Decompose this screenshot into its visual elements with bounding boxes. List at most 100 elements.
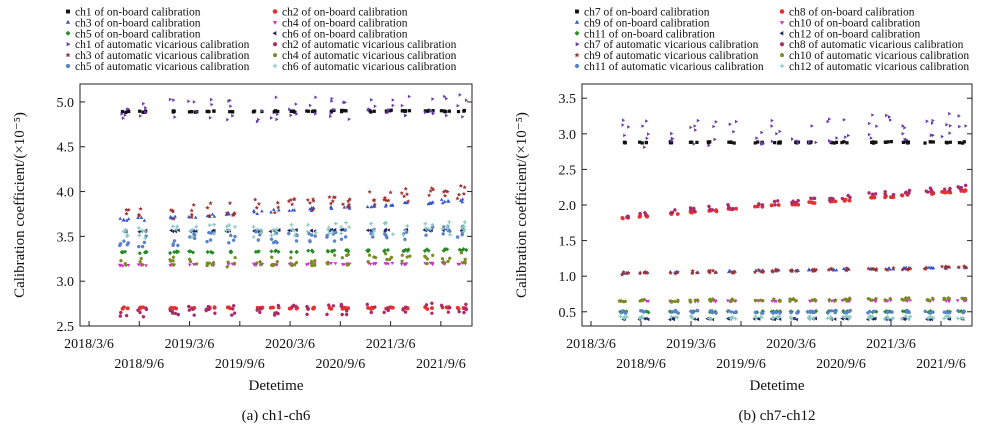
data-point (791, 199, 795, 203)
data-point (456, 192, 462, 197)
data-point (834, 140, 839, 144)
data-point (439, 303, 444, 308)
data-point (448, 232, 452, 237)
data-point (726, 203, 730, 207)
data-point (326, 303, 331, 307)
data-point (403, 109, 407, 113)
legend-label: ch11 of automatic vicarious calibration (584, 61, 764, 73)
data-point (205, 109, 209, 114)
data-point (809, 196, 813, 200)
data-point (227, 305, 231, 310)
data-point (170, 209, 176, 214)
data-point (333, 221, 338, 226)
data-point (232, 311, 237, 315)
series-points (119, 251, 467, 269)
x-tick-label: 2019/9/6 (716, 357, 766, 372)
data-point (870, 192, 875, 196)
legend-marker (65, 52, 71, 58)
data-point (293, 233, 298, 238)
legend-label: ch12 of automatic vicarious calibration (789, 61, 969, 73)
data-point (390, 203, 395, 207)
data-point (326, 228, 331, 232)
data-point (775, 131, 779, 136)
data-point (692, 209, 697, 213)
data-point (948, 131, 952, 135)
data-point (345, 204, 350, 209)
series-points (618, 314, 965, 321)
data-point (645, 136, 649, 141)
data-point (772, 299, 777, 304)
data-point (227, 223, 232, 228)
data-point (447, 256, 452, 260)
data-point (340, 312, 345, 317)
data-point (866, 296, 870, 301)
data-point (714, 120, 718, 124)
data-point (711, 317, 715, 322)
data-point (137, 251, 142, 256)
data-point (120, 112, 124, 116)
data-point (904, 296, 908, 300)
legend-label: ch10 of on-board calibration (789, 17, 920, 29)
data-point (187, 308, 192, 312)
data-point (869, 195, 873, 200)
data-point (939, 264, 945, 269)
data-point (455, 235, 460, 239)
data-point (251, 110, 256, 114)
data-point (946, 264, 951, 269)
x-tick-label: 2018/3/6 (64, 337, 114, 352)
data-point (753, 141, 757, 145)
data-point (313, 258, 317, 263)
data-point (125, 233, 130, 238)
data-point (212, 222, 216, 227)
data-point (426, 202, 431, 206)
data-point (627, 125, 631, 129)
data-point (286, 198, 292, 204)
data-point (213, 311, 217, 315)
data-point (294, 102, 298, 106)
data-point (931, 316, 936, 320)
data-point (730, 316, 734, 321)
data-point (276, 112, 280, 117)
data-point (929, 188, 934, 192)
data-point (120, 306, 125, 311)
data-point (770, 269, 775, 274)
data-point (905, 267, 911, 272)
data-point (226, 117, 230, 122)
data-point (401, 233, 406, 237)
data-point (794, 140, 798, 145)
data-point (758, 315, 763, 320)
data-point (693, 298, 698, 302)
data-point (144, 109, 148, 113)
legend-marker (272, 31, 277, 36)
data-point (883, 267, 889, 272)
x-tick-label: 2019/3/6 (165, 337, 215, 352)
data-point (120, 109, 125, 114)
legend-label: ch11 of on-board calibration (584, 28, 715, 40)
data-point (445, 247, 450, 252)
data-point (383, 228, 387, 232)
series-points (120, 93, 469, 124)
data-point (806, 268, 811, 272)
data-point (275, 200, 280, 205)
data-point (205, 240, 209, 244)
data-point (327, 305, 332, 310)
data-point (231, 238, 236, 242)
data-point (388, 190, 393, 195)
data-point (460, 197, 465, 201)
data-point (442, 199, 447, 203)
data-point (275, 117, 279, 122)
data-point (826, 311, 830, 315)
data-point (778, 129, 782, 134)
x-axis: 2018/3/62018/9/62019/3/62019/9/62020/3/6… (64, 321, 466, 372)
data-point (962, 264, 967, 269)
data-point (964, 124, 968, 128)
legend-label: ch9 of automatic vicarious calibration (584, 50, 759, 62)
data-point (258, 259, 262, 264)
data-point (753, 310, 758, 314)
data-point (668, 270, 673, 275)
data-point (931, 133, 935, 138)
data-point (646, 317, 650, 322)
legend-item: ch11 of on-board calibration (574, 28, 715, 40)
data-point (172, 98, 176, 102)
data-point (424, 233, 428, 237)
